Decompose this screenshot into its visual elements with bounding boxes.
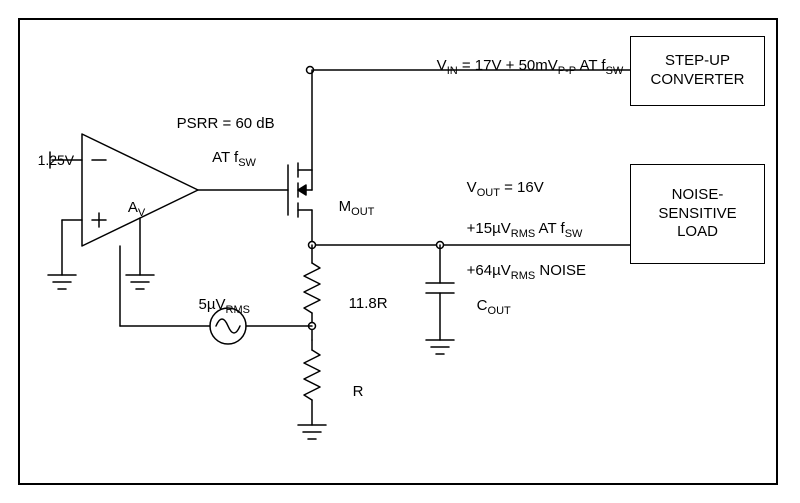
r1-label: 11.8R	[332, 278, 388, 329]
cout-label: COUT	[460, 280, 511, 334]
vref-label: 1.25V	[22, 136, 74, 184]
r2-label: R	[336, 366, 364, 417]
psrr-label: PSRR = 60 dB AT fSW	[160, 98, 275, 186]
noise-source-label: 5µVRMS	[190, 296, 250, 316]
av-label: AV	[112, 182, 145, 236]
schematic-svg	[0, 0, 800, 503]
circuit-canvas: STEP-UP CONVERTER NOISE- SENSITIVE LOAD	[0, 0, 800, 503]
mout-label: MOUT	[322, 181, 374, 235]
vin-label: VIN = 17V + 50mVP-P AT fSW	[420, 40, 623, 94]
